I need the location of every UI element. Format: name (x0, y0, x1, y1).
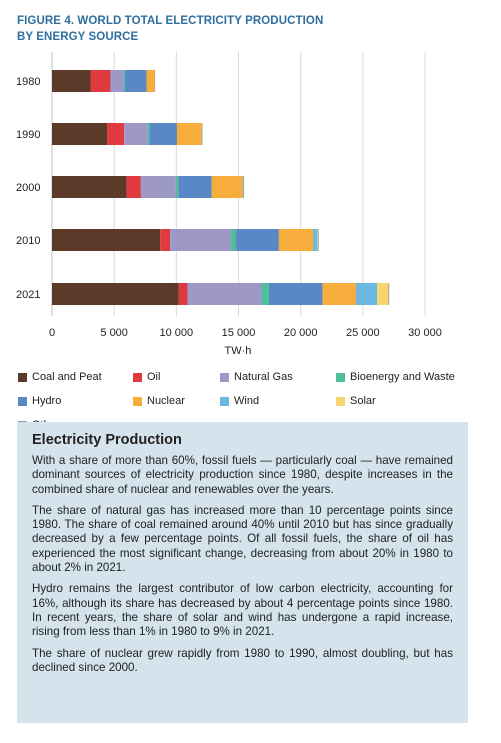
bar-segment-other-2010 (317, 229, 319, 251)
bar-segment-bioenergy-and-waste-1980 (123, 70, 125, 92)
bar-segment-other-2021 (388, 283, 390, 305)
legend-label: Solar (350, 395, 376, 407)
y-tick-label: 2010 (16, 235, 40, 247)
bar-segment-nuclear-2000 (211, 176, 243, 198)
x-tick-label: 25 000 (346, 327, 380, 339)
bar-segment-hydro-2000 (178, 176, 212, 198)
legend-item: Natural Gas (220, 371, 293, 383)
bar-segment-hydro-2021 (268, 283, 323, 305)
x-axis-label: TW·h (225, 345, 252, 357)
bar-segment-coal-and-peat-1990 (52, 123, 108, 145)
bar-segment-hydro-1990 (149, 123, 177, 145)
bar-segment-hydro-2010 (236, 229, 279, 251)
bar-segment-oil-1990 (107, 123, 125, 145)
figure-title-line-2: BY ENERGY SOURCE (17, 31, 139, 43)
bar-segment-oil-1980 (90, 70, 111, 92)
bar-segment-nuclear-1990 (176, 123, 202, 145)
legend-swatch (336, 372, 345, 382)
bar-segment-bioenergy-and-waste-2021 (261, 283, 269, 305)
chart-bars (52, 70, 390, 305)
legend-label: Coal and Peat (32, 371, 102, 383)
chart-x-tick-labels: 0 5 000 10 000 15 000 20 000 25 000 30 000 (49, 327, 442, 339)
bar-segment-wind-2010 (313, 229, 318, 251)
bar-segment-oil-2000 (126, 176, 141, 198)
x-tick-label: 20 000 (284, 327, 318, 339)
bar-segment-solar-2021 (377, 283, 389, 305)
bar-segment-oil-2010 (160, 229, 171, 251)
legend-swatch (18, 372, 27, 382)
bar-segment-bioenergy-and-waste-1990 (147, 123, 150, 145)
figure-title: FIGURE 4. WORLD TOTAL ELECTRICITY PRODUC… (17, 13, 323, 45)
bar-segment-coal-and-peat-1980 (52, 70, 91, 92)
legend-label: Oil (147, 371, 161, 383)
legend-label: Wind (234, 395, 260, 407)
bar-segment-natural-gas-2021 (187, 283, 262, 305)
bar-segment-oil-2021 (178, 283, 188, 305)
legend-swatch (336, 396, 345, 406)
bar-segment-nuclear-2010 (278, 229, 314, 251)
bar-segment-natural-gas-1990 (124, 123, 148, 145)
y-tick-label: 1980 (16, 76, 40, 88)
y-tick-label: 1990 (16, 129, 40, 141)
x-tick-label: 0 (49, 327, 55, 339)
legend-item: Bioenergy and Waste (336, 371, 455, 383)
legend-swatch (220, 396, 229, 406)
panel-paragraph-4: The share of nuclear grew rapidly from 1… (32, 646, 453, 674)
bar-segment-coal-and-peat-2010 (52, 229, 161, 251)
bar-segment-other-1990 (201, 123, 203, 145)
chart-y-tick-labels: 1980 1990 2000 2010 2021 (16, 76, 40, 301)
bar-segment-hydro-1980 (124, 70, 147, 92)
bar-segment-natural-gas-2010 (170, 229, 232, 251)
legend-item: Nuclear (133, 395, 185, 407)
y-tick-label: 2000 (16, 182, 40, 194)
legend-item: Coal and Peat (18, 371, 102, 383)
bar-segment-natural-gas-1980 (110, 70, 124, 92)
x-tick-label: 15 000 (222, 327, 256, 339)
bar-segment-coal-and-peat-2000 (52, 176, 127, 198)
y-tick-label: 2021 (16, 289, 40, 301)
legend-label: Hydro (32, 395, 62, 407)
panel-heading: Electricity Production (32, 432, 182, 448)
legend-swatch (133, 396, 142, 406)
legend-swatch (133, 372, 142, 382)
bar-segment-other-2000 (243, 176, 245, 198)
bar-segment-bioenergy-and-waste-2000 (175, 176, 179, 198)
x-tick-label: 30 000 (408, 327, 442, 339)
bar-segment-coal-and-peat-2021 (52, 283, 179, 305)
legend-swatch (18, 396, 27, 406)
legend-label: Nuclear (147, 395, 185, 407)
legend-label: Natural Gas (234, 371, 293, 383)
legend-label: Bioenergy and Waste (350, 371, 455, 383)
legend-swatch (220, 372, 229, 382)
figure-title-line-1: FIGURE 4. WORLD TOTAL ELECTRICITY PRODUC… (17, 15, 324, 27)
bar-segment-nuclear-2021 (322, 283, 356, 305)
legend-item: Solar (336, 395, 376, 407)
bar-segment-solar-2010 (317, 229, 318, 251)
bar-segment-wind-2021 (355, 283, 378, 305)
bar-segment-bioenergy-and-waste-2010 (231, 229, 237, 251)
x-tick-label: 5 000 (100, 327, 128, 339)
legend-item: Wind (220, 395, 259, 407)
bar-segment-wind-2000 (242, 176, 244, 198)
x-tick-label: 10 000 (160, 327, 194, 339)
legend-item: Hydro (18, 395, 61, 407)
panel-paragraph-2: The share of natural gas has increased m… (32, 503, 453, 575)
stacked-bar-chart: 1980 1990 2000 2010 2021 0 5 000 10 000 15 000 2… (16, 52, 442, 357)
bar-segment-natural-gas-2000 (140, 176, 176, 198)
panel-paragraph-3: Hydro remains the largest contributor of… (32, 582, 453, 639)
bar-segment-other-1980 (154, 70, 156, 92)
electricity-production-panel: Electricity Production With a share of m… (17, 422, 468, 723)
legend-item: Oil (133, 371, 160, 383)
bar-segment-nuclear-1980 (146, 70, 155, 92)
panel-paragraph-1: With a share of more than 60%, fossil fu… (32, 454, 453, 496)
